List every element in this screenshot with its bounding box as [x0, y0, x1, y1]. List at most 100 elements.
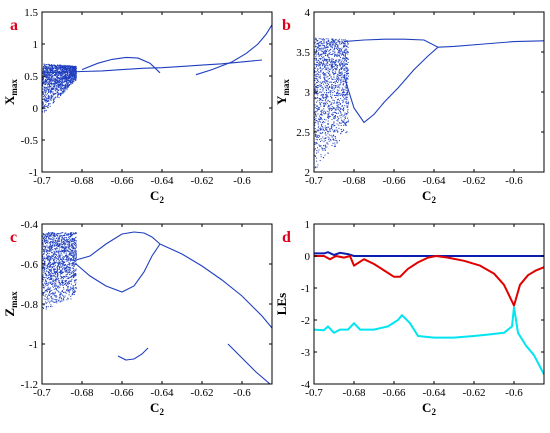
chaos-point: [346, 45, 348, 47]
chaos-point: [72, 65, 74, 67]
chaos-point: [336, 95, 338, 97]
chaos-point: [314, 133, 316, 135]
chaos-point: [336, 140, 338, 142]
chaos-point: [45, 73, 47, 75]
chaos-point: [337, 112, 339, 114]
chaos-point: [49, 270, 51, 272]
chaos-point: [44, 92, 46, 94]
chaos-point: [321, 101, 323, 103]
chaos-point: [334, 72, 336, 74]
chaos-point: [337, 75, 339, 77]
chaos-point: [315, 98, 317, 100]
chaos-point: [64, 239, 66, 241]
chaos-point: [326, 47, 328, 49]
chaos-point: [65, 78, 67, 80]
chaos-point: [67, 75, 69, 77]
chaos-point: [70, 235, 72, 237]
chaos-point: [315, 157, 317, 159]
chaos-point: [340, 81, 342, 83]
chaos-point: [48, 103, 50, 105]
chaos-point: [50, 256, 52, 258]
chaos-point: [322, 127, 324, 129]
chaos-point: [317, 135, 319, 137]
chaos-point: [69, 236, 71, 238]
chaos-point: [62, 92, 64, 94]
chaos-point: [334, 124, 336, 126]
chaos-point: [67, 69, 69, 71]
chaos-point: [64, 247, 66, 249]
chaos-point: [337, 77, 339, 79]
chaos-point: [72, 233, 74, 235]
chaos-point: [70, 79, 72, 81]
chaos-point: [66, 240, 68, 242]
chaos-point: [324, 54, 326, 56]
chaos-point: [68, 236, 70, 238]
chaos-point: [61, 65, 63, 67]
chaos-point: [70, 288, 72, 290]
chaos-point: [333, 76, 335, 78]
chaos-point: [55, 77, 57, 79]
chaos-point: [63, 88, 65, 90]
chaos-point: [68, 83, 70, 85]
chaos-point: [59, 235, 61, 237]
chaos-point: [57, 81, 59, 83]
chaos-point: [324, 110, 326, 112]
chaos-point: [338, 52, 340, 54]
chaos-point: [56, 271, 58, 273]
chaos-point: [56, 80, 58, 82]
chaos-point: [75, 79, 77, 81]
chaos-point: [339, 43, 341, 45]
chaos-point: [324, 127, 326, 129]
chaos-point: [51, 255, 53, 257]
chaos-point: [61, 87, 63, 89]
chaos-point: [50, 259, 52, 261]
chaos-point: [42, 98, 44, 100]
panel-c: -0.7 -0.68 -0.66 -0.64 -0.62 -0.6-1.2-1-0.8-0…: [2, 219, 273, 417]
chaos-point: [69, 253, 71, 255]
chaos-point: [347, 72, 349, 74]
chaos-point: [327, 42, 329, 44]
chaos-point: [334, 67, 336, 69]
chaos-point: [63, 239, 65, 241]
chaos-point: [63, 238, 65, 240]
chaos-point: [50, 83, 52, 85]
chaos-point: [60, 270, 62, 272]
chaos-point: [327, 78, 329, 80]
chaos-point: [51, 84, 53, 86]
chaos-point: [58, 96, 60, 98]
chaos-point: [71, 73, 73, 75]
chaos-point: [50, 78, 52, 80]
chaos-point: [44, 234, 46, 236]
chaos-point: [57, 239, 59, 241]
chaos-point: [62, 263, 64, 265]
chaos-point: [43, 83, 45, 85]
chaos-point: [323, 96, 325, 98]
chaos-point: [326, 64, 328, 66]
chaos-point: [344, 123, 346, 125]
chaos-point: [315, 118, 317, 120]
chaos-point: [66, 67, 68, 69]
chaos-point: [67, 251, 69, 253]
chaos-point: [323, 112, 325, 114]
orbit-curve-c-4: [227, 343, 271, 384]
chaos-point: [67, 82, 69, 84]
chaos-point: [74, 284, 76, 286]
chaos-point: [69, 252, 71, 254]
chaos-point: [73, 256, 75, 258]
chaos-point: [345, 98, 347, 100]
chaos-point: [346, 51, 348, 53]
chaos-point: [48, 266, 50, 268]
chaos-point: [317, 113, 319, 115]
chaos-point: [72, 293, 74, 295]
chaos-point: [69, 248, 71, 250]
chaos-point: [330, 53, 332, 55]
chaos-point: [53, 271, 55, 273]
chaos-point: [48, 100, 50, 102]
chaos-point: [43, 63, 45, 65]
chaos-point: [343, 51, 345, 53]
chaos-point: [59, 267, 61, 269]
chaos-point: [339, 73, 341, 75]
chaos-point: [317, 47, 319, 49]
x-tick-label: -0.7: [305, 175, 323, 187]
y-tick-label: 2.5: [296, 127, 310, 139]
